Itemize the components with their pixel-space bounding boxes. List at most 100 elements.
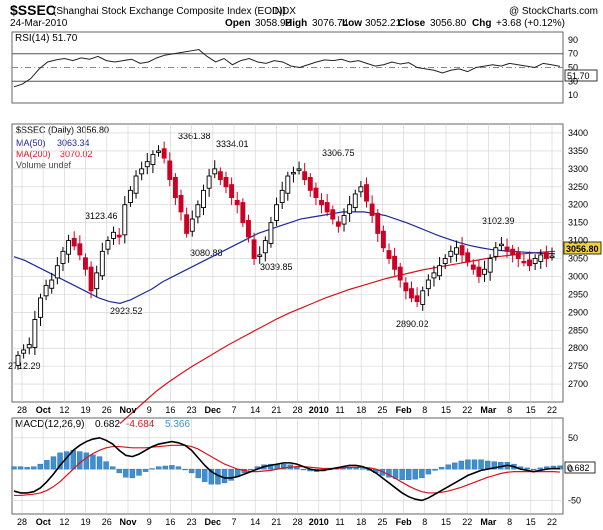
macd-x-tick-label: 12 — [59, 517, 69, 527]
macd-histogram-bar — [31, 466, 37, 470]
svg-text:3058.92: 3058.92 — [255, 18, 292, 29]
candle-body — [532, 258, 538, 264]
candle-body — [302, 171, 308, 181]
macd-histogram-bar — [116, 468, 122, 474]
macd-histogram-bar — [57, 452, 63, 470]
ma50-line — [13, 211, 556, 304]
macd-x-tick-label: 8 — [422, 517, 427, 527]
svg-text:5.366: 5.366 — [165, 419, 190, 430]
annotation-high-3: 3306.75 — [322, 148, 355, 158]
svg-text:High: High — [285, 18, 307, 29]
price-x-tick-label: 22 — [547, 405, 557, 415]
macd-axis: 50 0 -50 — [568, 433, 581, 506]
macd-x-tick-label: 22 — [462, 517, 472, 527]
price-x-tick-label: 14 — [250, 405, 260, 415]
candle-body — [431, 272, 437, 279]
macd-x-tick-label: 14 — [250, 517, 260, 527]
price-x-tick-label: 11 — [335, 405, 344, 415]
macd-tick-label: 0 — [568, 464, 573, 474]
legend-ssec: $SSEC (Daily) 3056.80 — [16, 125, 109, 135]
candle-body — [470, 264, 476, 270]
candle-body — [26, 344, 32, 349]
macd-histogram-bar — [142, 468, 149, 472]
rsi-series-line — [13, 49, 561, 88]
macd-histogram-bar — [465, 459, 471, 470]
candle-body — [397, 266, 403, 281]
candlesticks — [15, 141, 555, 370]
price-tick-label: 3300 — [568, 164, 588, 174]
macd-last-label: 0.682 — [567, 463, 590, 473]
macd-histogram-bar — [50, 456, 57, 470]
svg-text:3076.74: 3076.74 — [312, 18, 349, 29]
macd-x-tick-label: 16 — [165, 517, 175, 527]
candle-body — [448, 250, 454, 257]
candle-body — [38, 297, 43, 318]
price-axis: 3400 3350 3300 3250 3200 3150 3100 3050 3000 2950… — [568, 128, 588, 389]
macd-histogram-bar — [359, 468, 366, 470]
price-legend: $SSEC (Daily) 3056.80 MA(50) 3063.34 MA(… — [16, 125, 109, 170]
macd-histogram-bar — [156, 466, 162, 470]
rsi-grid — [12, 53, 563, 82]
price-tick-label: 3350 — [568, 146, 588, 156]
candle-body — [15, 354, 21, 366]
candle-body — [341, 215, 347, 225]
macd-histogram-bar — [425, 468, 432, 475]
price-x-tick-label: 8 — [507, 405, 512, 415]
price-x-tick-label: 21 — [271, 405, 281, 415]
macd-histogram-bar — [438, 467, 445, 470]
candle-body — [161, 148, 167, 159]
candle-body — [229, 184, 235, 198]
macd-last-tag — [564, 461, 596, 474]
candle-body — [212, 168, 218, 175]
macd-tick-label: -50 — [568, 495, 581, 505]
price-tick-label: 2700 — [568, 379, 588, 389]
price-tick-label: 3050 — [568, 254, 588, 264]
candle-body — [251, 239, 257, 259]
candle-body — [150, 154, 156, 165]
macd-x-tick-label: 11 — [335, 517, 344, 527]
price-x-tick-label: Feb — [396, 405, 413, 415]
macd-histogram-bar — [17, 466, 24, 470]
macd-histogram-bar — [136, 468, 142, 476]
candle-body — [105, 240, 111, 250]
macd-x-tick-label: 26 — [102, 517, 112, 527]
price-tick-label: 2900 — [568, 307, 588, 317]
candle-body — [83, 257, 88, 270]
macd-histogram-bar — [221, 468, 228, 484]
candle-body — [527, 259, 532, 267]
macd-histogram-bar — [162, 465, 169, 470]
macd-histogram-bar — [169, 465, 175, 470]
candle-body — [515, 252, 521, 259]
macd-histogram-bar — [452, 462, 458, 470]
candle-body — [144, 161, 150, 168]
candle-body — [32, 319, 38, 348]
candle-body — [195, 204, 201, 218]
price-tick-label: 3400 — [568, 128, 588, 138]
price-x-tick-label: 9 — [147, 405, 152, 415]
macd-x-tick-label: 2010 — [309, 517, 329, 527]
price-x-tick-label: 28 — [293, 405, 303, 415]
annotation-low-1: 3080.88 — [190, 248, 223, 258]
macd-histogram-bar — [11, 466, 17, 470]
candle-body — [71, 237, 77, 247]
candle-body — [453, 247, 459, 255]
price-x-tick-label: 28 — [17, 405, 27, 415]
candle-body — [201, 189, 206, 209]
candle-body — [549, 255, 555, 259]
candle-body — [459, 245, 465, 256]
candle-body — [313, 187, 319, 198]
macd-histogram-bar — [83, 452, 90, 470]
svg-text:+3.68 (+0.12%): +3.68 (+0.12%) — [496, 18, 565, 29]
exchange-label: INDX — [272, 6, 296, 17]
candle-body — [498, 243, 504, 247]
candle-body — [482, 268, 487, 275]
macd-histogram-bar — [412, 468, 418, 480]
candle-body — [257, 254, 263, 257]
macd-x-tick-label: 25 — [377, 517, 387, 527]
macd-x-tick-label: 15 — [526, 517, 536, 527]
macd-x-tick-label: Oct — [36, 517, 51, 527]
macd-signal-line — [14, 444, 561, 497]
price-last-label: 3056.80 — [566, 244, 599, 254]
price-x-tick-label: 8 — [422, 405, 427, 415]
macd-histogram-bar — [419, 468, 425, 479]
